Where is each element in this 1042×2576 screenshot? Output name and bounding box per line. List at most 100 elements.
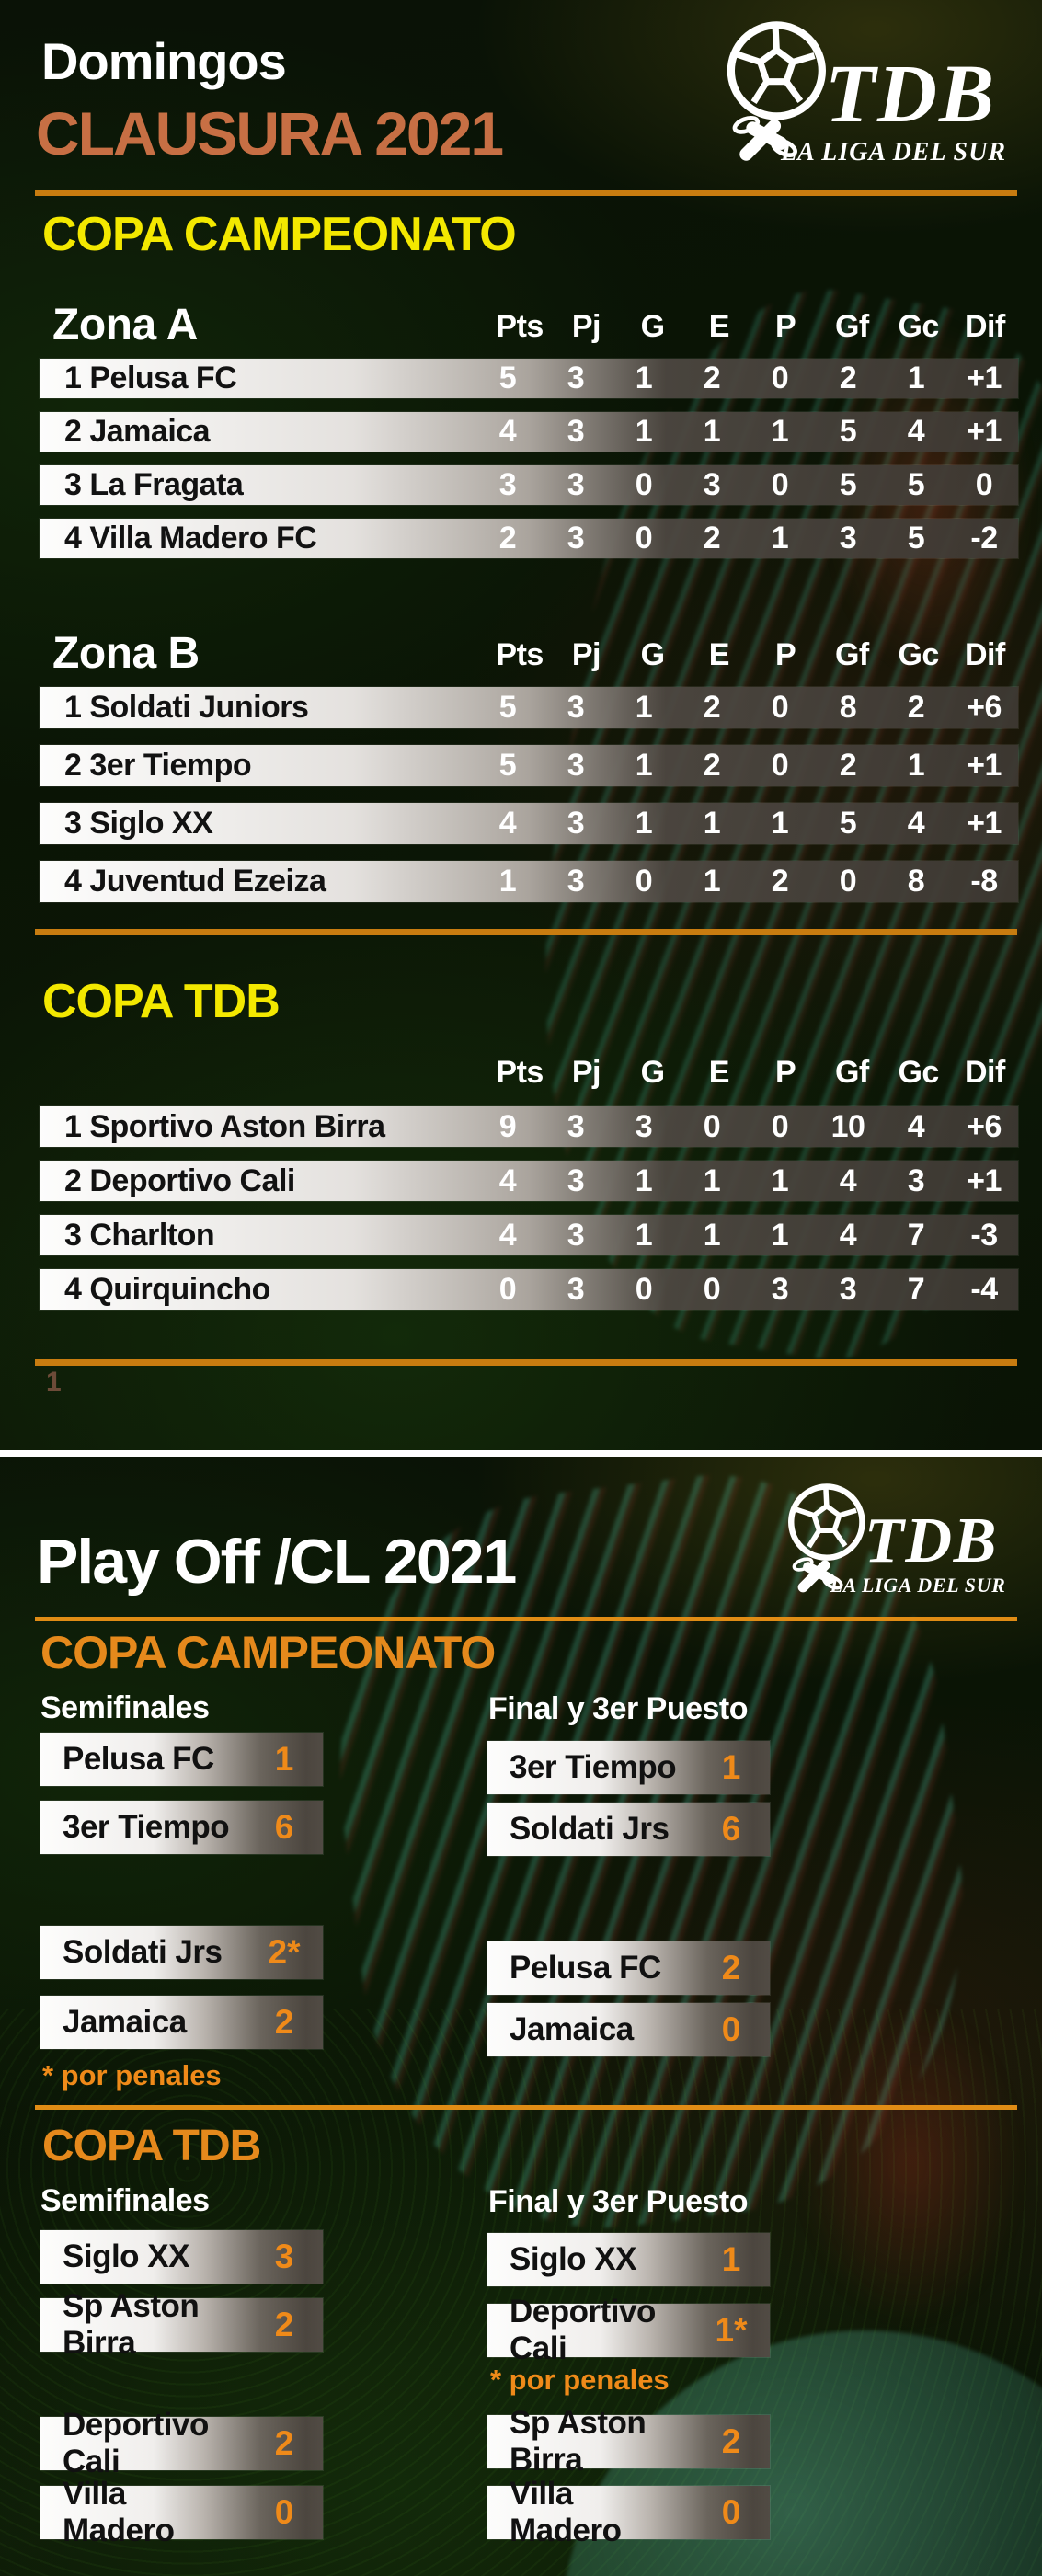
col-header-e: E	[708, 637, 730, 672]
stat-e: 2	[703, 521, 721, 555]
playoff-match-box: Deportivo Cali 1*	[487, 2294, 770, 2366]
playoff-match-box: Jamaica 2	[40, 1996, 323, 2049]
stat-e: 0	[703, 1108, 721, 1144]
team-score: 6	[721, 1810, 741, 1848]
stat-e: 1	[703, 864, 721, 899]
team-name: 4 Juventud Ezeiza	[64, 864, 326, 899]
stat-p: 0	[771, 467, 789, 502]
team-name: Sp Aston Birra	[63, 2288, 200, 2361]
team-score: 2	[721, 2422, 741, 2460]
stat-pts: 4	[498, 806, 517, 841]
stat-gf: 0	[839, 864, 857, 899]
stat-pts: 4	[498, 414, 517, 449]
stat-pj: 3	[567, 467, 585, 502]
playoff-match-box: Sp Aston Birra 2	[487, 2405, 770, 2478]
standings-row: 1 Soldati Juniors 5 3 1 2 0 8 2 +6	[40, 687, 1018, 728]
stat-e: 0	[703, 1271, 721, 1307]
stat-gc: 7	[907, 1271, 925, 1307]
tdb-logo: TDB LA LIGA DEL SUR	[783, 1477, 1019, 1605]
stat-p: 0	[771, 748, 789, 783]
team-name: Deportivo Cali	[510, 2294, 656, 2366]
team-score: 1	[721, 2240, 741, 2278]
stat-g: 0	[635, 521, 653, 555]
playoff-match-box: Sp Aston Birra 2	[40, 2288, 323, 2361]
stat-dif: -2	[970, 521, 998, 555]
stat-gf: 5	[839, 806, 857, 841]
team-score: 2	[274, 2306, 294, 2343]
penalties-note: * por penales	[42, 2059, 222, 2091]
stat-dif: +1	[967, 806, 1002, 841]
zona-a-standings-table: Zona A Pts Pj G E P Gf Gc Dif 1 Pelusa F…	[40, 299, 1018, 572]
semifinals-label: Semifinales	[40, 1690, 210, 1725]
stat-pts: 5	[498, 690, 517, 725]
stat-g: 1	[635, 1162, 653, 1198]
team-name: 3 La Fragata	[64, 467, 244, 502]
stat-gf: 4	[839, 1162, 857, 1198]
playoff-match-box: Soldati Jrs 6	[487, 1803, 770, 1856]
team-score: 3	[274, 2238, 294, 2275]
divider-rule	[35, 1359, 1017, 1366]
playoff-match-box: Jamaica 0	[487, 2003, 770, 2056]
logo-tagline: LA LIGA DEL SUR	[781, 138, 1007, 166]
stat-dif: +6	[967, 1108, 1002, 1144]
team-score: 0	[721, 2493, 741, 2531]
stat-gc: 5	[907, 521, 925, 555]
col-header-p: P	[775, 1055, 796, 1090]
team-name: Deportivo Cali	[63, 2407, 209, 2479]
divider-rule	[35, 1617, 1017, 1621]
col-header-e: E	[708, 309, 730, 344]
stat-pts: 3	[498, 467, 517, 502]
playoff-match-box: Soldati Jrs 2*	[40, 1926, 323, 1979]
stat-p: 1	[771, 806, 789, 841]
stat-gc: 3	[907, 1162, 925, 1198]
col-header-pts: Pts	[496, 1055, 544, 1090]
stat-gc: 2	[907, 690, 925, 725]
table-header-row: Zona A Pts Pj G E P Gf Gc Dif	[40, 299, 1018, 348]
col-header-gf: Gf	[834, 309, 869, 344]
table-header-row: Zona B Pts Pj G E P Gf Gc Dif	[40, 627, 1018, 679]
team-score: 1*	[715, 2311, 748, 2349]
page-title-line2: CLAUSURA 2021	[36, 99, 504, 167]
team-name: Jamaica	[510, 2011, 634, 2047]
stat-g: 1	[635, 414, 653, 449]
stat-gf: 5	[839, 467, 857, 502]
team-name: Pelusa FC	[510, 1950, 661, 1986]
standings-row: 3 Siglo XX 4 3 1 1 1 5 4 +1	[40, 803, 1018, 844]
team-name: Soldati Jrs	[510, 1811, 670, 1847]
standings-row: 3 Charlton 4 3 1 1 1 4 7 -3	[40, 1215, 1018, 1255]
stat-e: 2	[703, 690, 721, 725]
stat-e: 2	[703, 748, 721, 783]
standings-row: 2 Jamaica 4 3 1 1 1 5 4 +1	[40, 412, 1018, 452]
stat-gc: 8	[907, 864, 925, 899]
col-header-pts: Pts	[496, 637, 544, 672]
stat-dif: -3	[970, 1217, 998, 1253]
soccer-ball-icon	[788, 1483, 865, 1593]
stat-p: 0	[771, 361, 789, 395]
stat-e: 3	[703, 467, 721, 502]
team-name: Jamaica	[63, 2004, 187, 2040]
col-header-pts: Pts	[496, 309, 544, 344]
stat-gc: 4	[907, 1108, 925, 1144]
playoff-match-box: 3er Tiempo 1	[487, 1741, 770, 1794]
stat-pts: 1	[498, 864, 517, 899]
stat-pts: 4	[498, 1217, 517, 1253]
col-header-gc: Gc	[898, 637, 939, 672]
team-score: 2	[274, 2003, 294, 2041]
team-score: 6	[274, 1808, 294, 1846]
stat-p: 1	[771, 521, 789, 555]
zone-title: Zona B	[52, 629, 200, 679]
col-header-gc: Gc	[898, 309, 939, 344]
team-name: Villa Madero	[63, 2476, 175, 2548]
standings-page: Domingos CLAUSURA 2021 TDB LA LIGA DEL S…	[0, 0, 1042, 1450]
team-score: 0	[274, 2493, 294, 2531]
standings-row: 4 Juventud Ezeiza 1 3 0 1 2 0 8 -8	[40, 861, 1018, 902]
stat-gf: 3	[839, 521, 857, 555]
team-score: 2	[721, 1949, 741, 1986]
team-name: Sp Aston Birra	[510, 2405, 647, 2478]
stat-dif: +6	[967, 690, 1002, 725]
team-name: 2 Jamaica	[64, 414, 211, 449]
stat-g: 1	[635, 748, 653, 783]
playoff-match-box: Siglo XX 1	[487, 2233, 770, 2286]
stat-pj: 3	[567, 414, 585, 449]
stat-dif: -4	[970, 1271, 998, 1307]
